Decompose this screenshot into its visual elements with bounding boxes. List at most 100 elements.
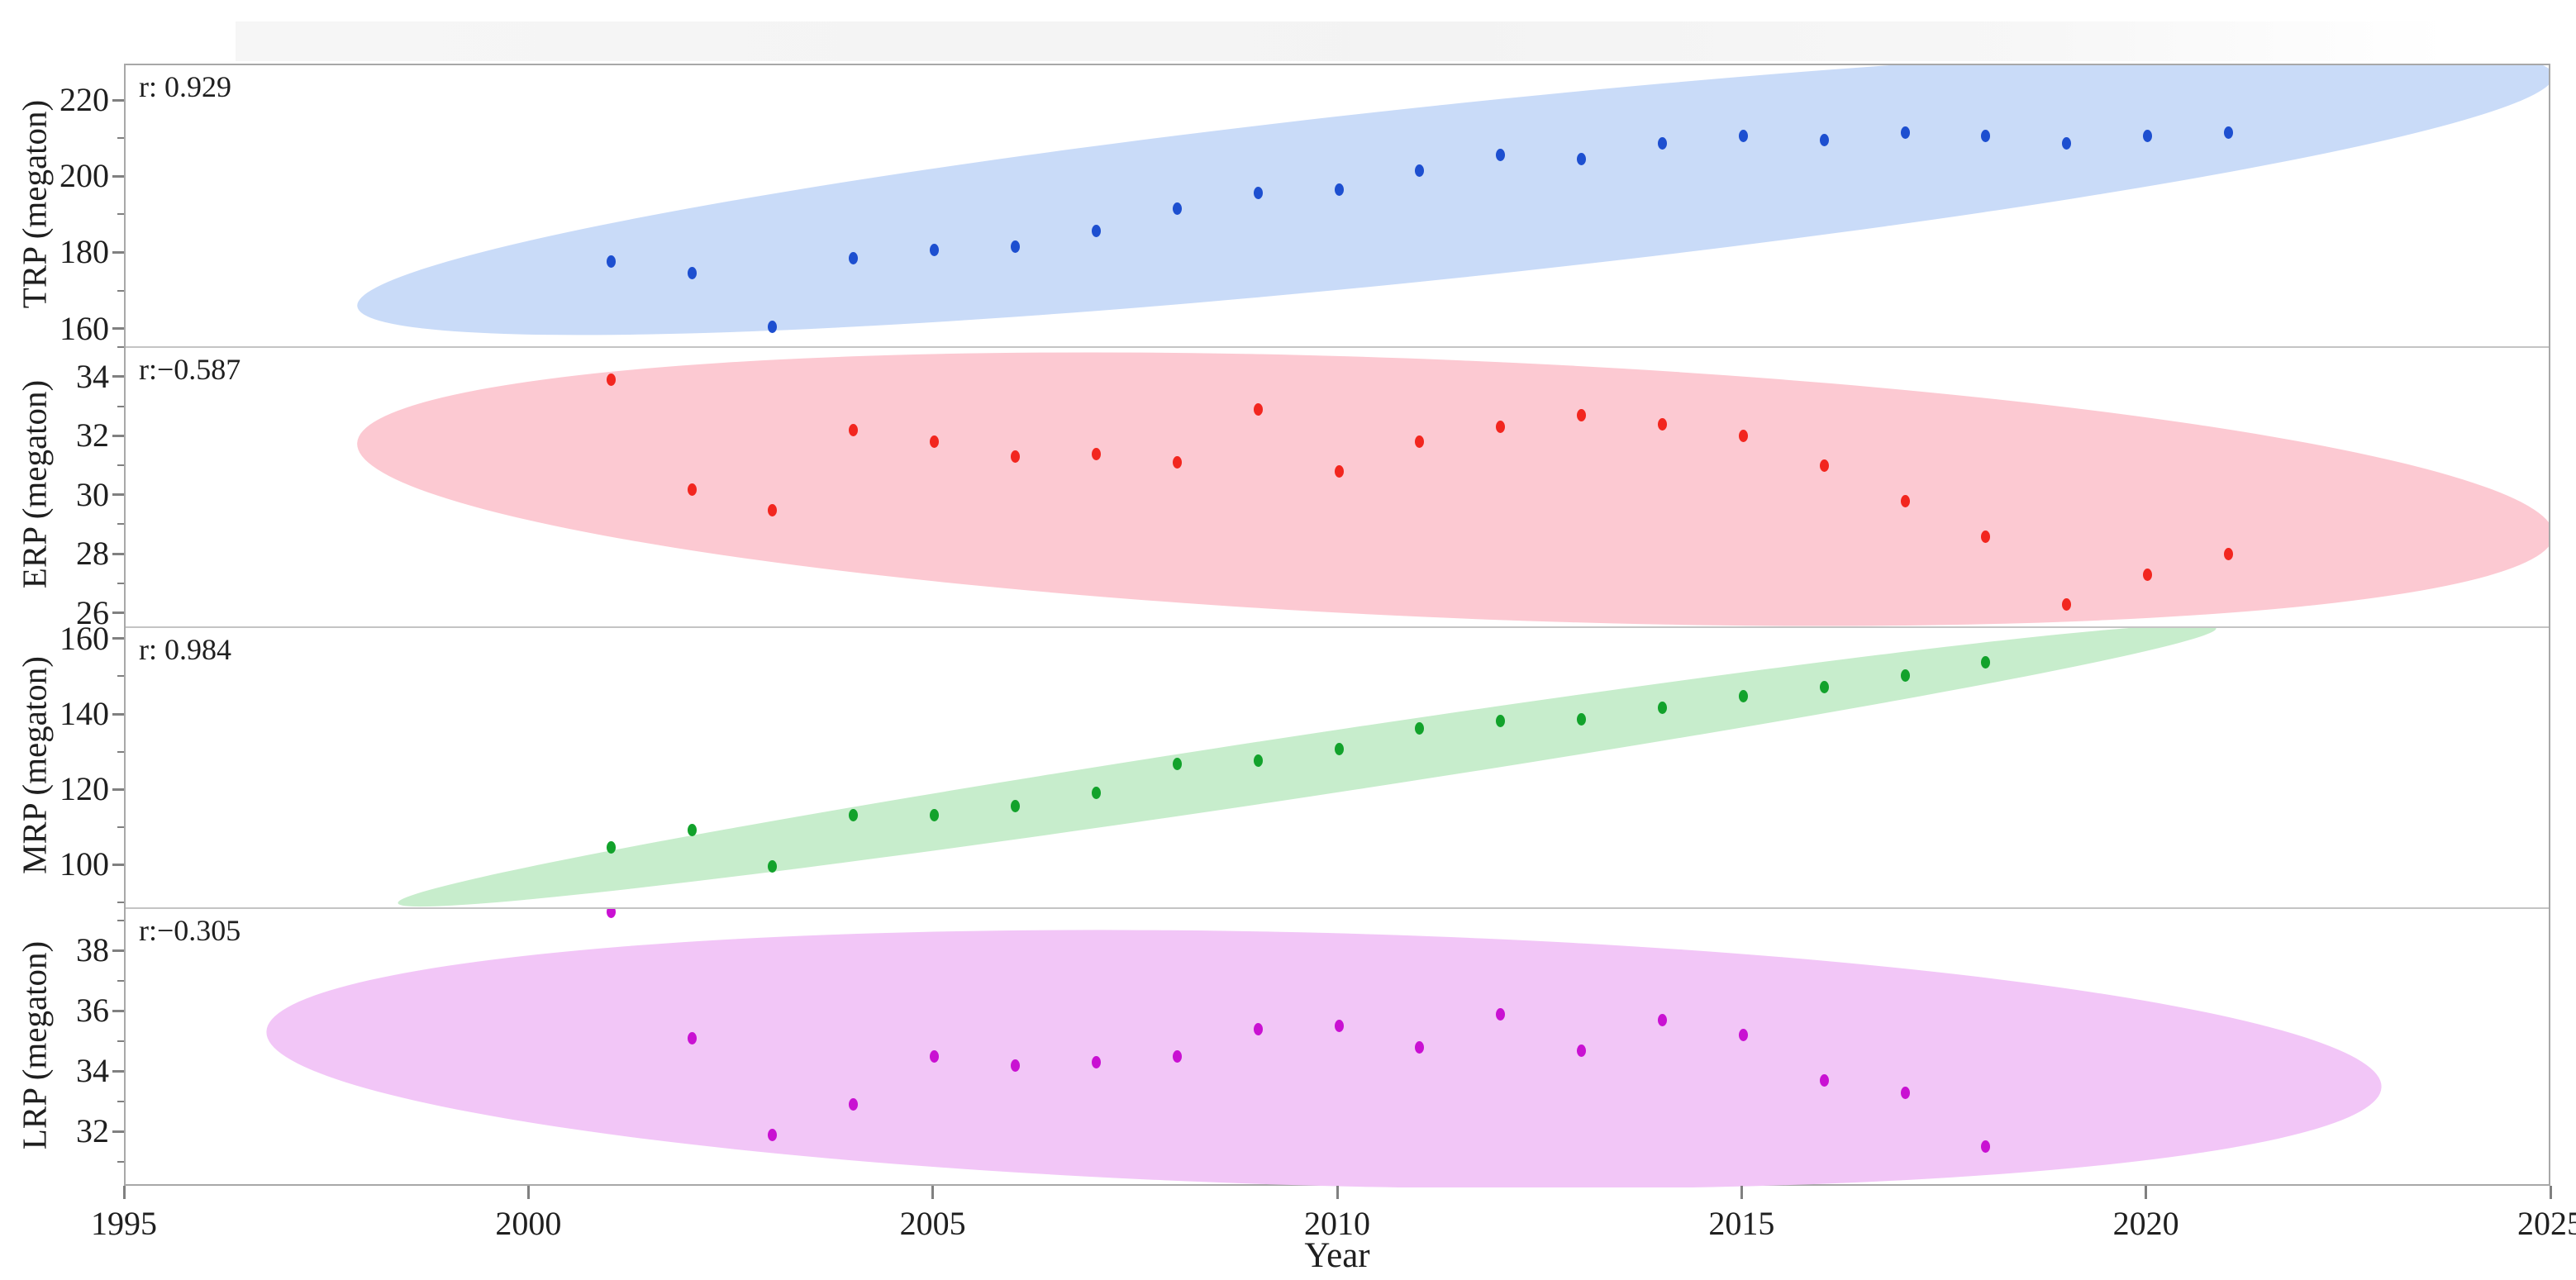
data-point [1981,130,1991,143]
data-point [1657,137,1667,150]
data-point [1738,130,1748,143]
data-point [1415,435,1425,449]
y-tick-mark [112,98,124,102]
y-tick-mark [112,1009,124,1012]
y-tick-mark [112,327,124,331]
y-tick-label: 34 [76,357,109,395]
data-point [1334,1020,1344,1033]
y-tick-label: 160 [60,619,109,657]
data-point [1819,133,1829,146]
panel-mrp: r: 0.984 [126,626,2549,907]
y-tick-label: 36 [76,992,109,1030]
data-point [606,255,616,269]
y-tick-label: 220 [60,81,109,119]
y-tick-mark [112,434,124,437]
y-tick-mark [112,1069,124,1073]
y-axis-title-lrp: LRP (megaton) [15,941,54,1150]
confidence-ellipse-trp [348,65,2549,346]
data-point [849,424,859,437]
data-point [1334,743,1344,756]
data-point [1253,403,1263,416]
data-point [1091,1056,1101,1069]
data-point [1496,1007,1506,1021]
data-point [768,859,778,873]
data-point [1011,450,1021,464]
data-point [930,244,940,257]
y-axis-title-trp: TRP (megaton) [15,99,54,308]
x-tick-label: 2005 [899,1205,966,1242]
y-tick-mark [112,863,124,866]
y-minor-tick-mark [117,1160,124,1163]
data-point [1253,1023,1263,1036]
y-minor-tick-mark [117,826,124,828]
y-tick-mark [112,637,124,640]
data-point [849,251,859,264]
data-point [768,320,778,333]
x-tick-mark [1336,1186,1339,1199]
data-point [849,808,859,821]
y-tick-mark [112,375,124,378]
x-axis-title: Year [1304,1236,1370,1275]
y-minor-tick-mark [117,464,124,467]
data-point [687,1031,697,1044]
data-point [606,374,616,387]
data-point [687,824,697,837]
data-point [768,1128,778,1141]
data-point [1496,715,1506,728]
y-axis-title-mrp: MRP (megaton) [15,655,54,874]
x-tick-label: 2000 [495,1205,562,1242]
data-point [1577,409,1587,422]
y-tick-label: 140 [60,695,109,732]
x-tick-label: 2015 [1708,1205,1775,1242]
y-tick-label: 28 [76,535,109,573]
data-point [687,267,697,279]
x-tick-mark [931,1186,935,1199]
x-tick-label: 2025 [2517,1205,2576,1242]
data-point [1900,494,1910,507]
plot-area: r: 0.929 r:−0.587 r: 0.984 r:−0.305 [124,64,2550,1187]
y-minor-tick-mark [117,523,124,526]
y-minor-tick-mark [117,901,124,903]
y-tick-label: 160 [60,309,109,347]
y-tick-mark [112,250,124,254]
data-point [930,435,940,449]
data-point [1819,459,1829,472]
panel-erp: r:−0.587 [126,345,2549,626]
data-point [1091,225,1101,238]
data-point [1738,690,1748,703]
y-minor-tick-mark [117,1040,124,1042]
data-point [1738,1029,1748,1042]
data-point [1819,1074,1829,1087]
data-point [1981,1140,1991,1154]
data-point [1981,530,1991,543]
correlation-label: r:−0.587 [139,352,241,386]
data-point [2224,548,2234,561]
data-point [930,808,940,821]
top-gray-band [236,21,2450,61]
x-tick-mark [1740,1186,1743,1199]
x-tick-label: 2020 [2112,1205,2179,1242]
y-minor-tick-mark [117,582,124,584]
data-point [1577,1044,1587,1057]
data-point [1253,187,1263,200]
y-tick-label: 30 [76,475,109,513]
y-tick-label: 34 [76,1052,109,1090]
data-point [1011,1059,1021,1072]
data-point [1172,1049,1182,1063]
data-point [1415,1040,1425,1054]
y-tick-mark [112,712,124,716]
correlation-label: r: 0.929 [139,70,231,103]
y-tick-label: 180 [60,233,109,271]
data-point [768,503,778,516]
x-tick-mark [2549,1186,2552,1199]
data-point [1011,240,1021,253]
data-point [1172,202,1182,215]
data-point [1172,456,1182,469]
data-point [687,483,697,496]
data-point [1819,681,1829,694]
data-point [1900,669,1910,683]
y-axis-title-erp: ERP (megaton) [15,380,54,589]
data-point [1657,702,1667,715]
panel-trp: r: 0.929 [126,65,2549,346]
data-point [1738,430,1748,443]
